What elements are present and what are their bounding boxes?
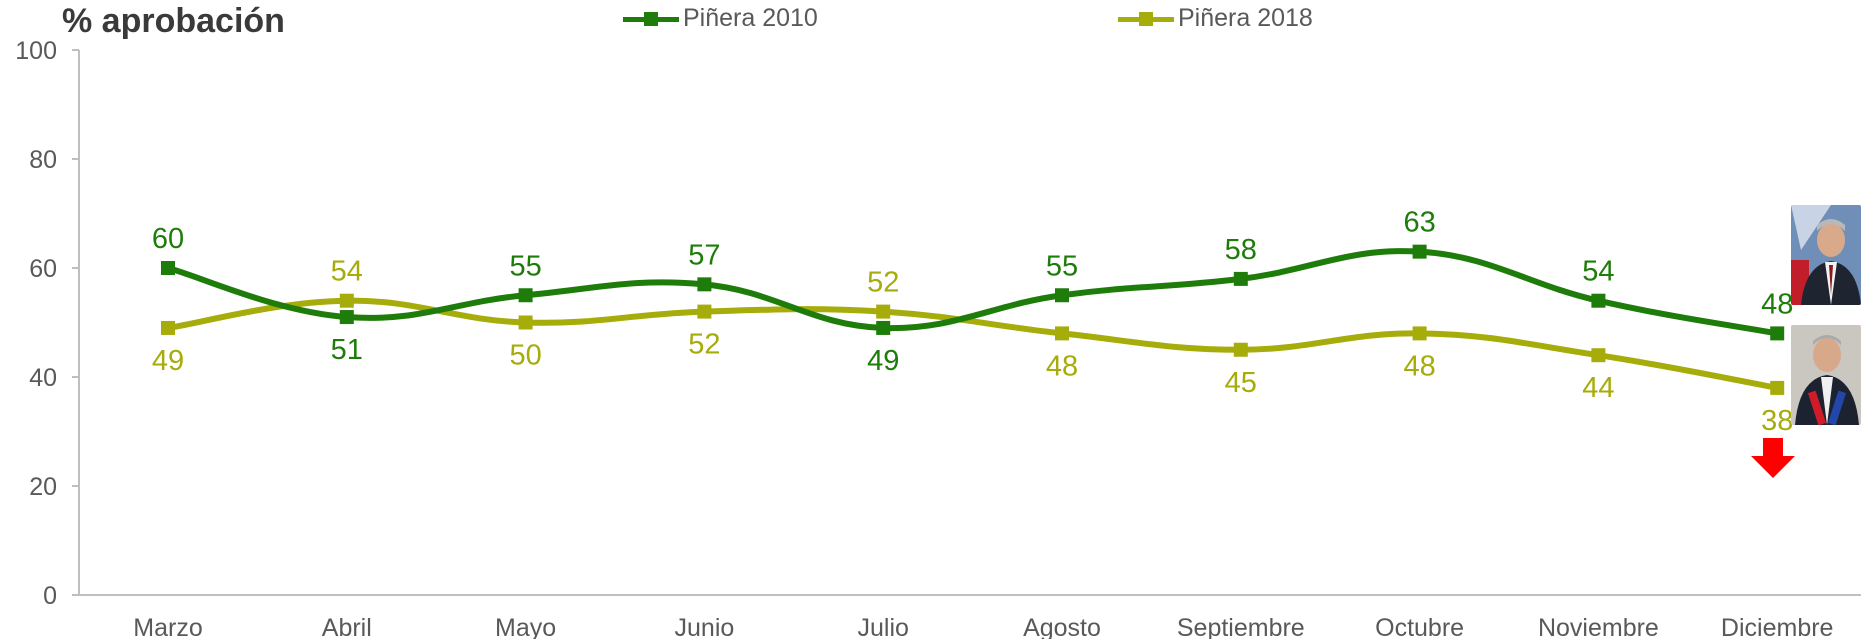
x-tick-label: Mayo bbox=[495, 614, 556, 639]
x-tick-label: Abril bbox=[322, 614, 372, 639]
marker-2010-5 bbox=[1055, 288, 1069, 303]
data-label-2010-4: 49 bbox=[867, 345, 899, 377]
x-tick-label: Marzo bbox=[133, 614, 202, 639]
data-labels: 60 51 55 57 49 55 58 63 54 48 49 54 50 52 52 48 45 48 44 38 bbox=[152, 207, 1793, 437]
data-label-2010-8: 54 bbox=[1582, 256, 1614, 288]
legend-item-2018: Piñera 2018 bbox=[1118, 4, 1313, 33]
x-tick-label: Agosto bbox=[1023, 614, 1101, 639]
data-label-2018-0: 49 bbox=[152, 345, 184, 377]
series-lines bbox=[165, 248, 1781, 391]
data-label-2010-1: 51 bbox=[331, 334, 363, 366]
marker-2010-7 bbox=[1412, 244, 1427, 259]
data-label-2010-3: 57 bbox=[688, 239, 720, 271]
x-tick-label: Septiembre bbox=[1177, 614, 1305, 639]
data-label-2010-5: 55 bbox=[1046, 250, 1078, 282]
marker-2018-8 bbox=[1591, 348, 1606, 363]
data-label-2010-7: 63 bbox=[1403, 207, 1435, 239]
marker-2018-6 bbox=[1233, 342, 1248, 357]
series-markers bbox=[161, 244, 1785, 395]
y-tick-label: 0 bbox=[43, 582, 57, 610]
portrait-2010 bbox=[1791, 205, 1861, 305]
data-label-2018-4: 52 bbox=[867, 267, 899, 299]
series-line-2010 bbox=[165, 248, 1781, 337]
y-tick-label: 20 bbox=[29, 473, 57, 501]
data-label-2018-3: 52 bbox=[688, 329, 720, 361]
legend-swatch-2010 bbox=[623, 9, 679, 29]
y-tick-label: 100 bbox=[15, 37, 57, 65]
data-label-2010-9: 48 bbox=[1761, 288, 1793, 320]
marker-2010-9 bbox=[1770, 326, 1785, 341]
legend-label-2018: Piñera 2018 bbox=[1178, 4, 1313, 32]
legend-swatch-2018 bbox=[1118, 9, 1174, 29]
x-tick-label: Diciembre bbox=[1721, 614, 1834, 639]
marker-2010-4 bbox=[876, 320, 891, 335]
data-label-2018-6: 45 bbox=[1225, 367, 1257, 399]
legend-item-2010: Piñera 2010 bbox=[623, 4, 818, 33]
marker-2018-0 bbox=[161, 320, 175, 335]
y-tick-label: 80 bbox=[29, 146, 57, 174]
legend-label-2010: Piñera 2010 bbox=[683, 4, 818, 32]
marker-2010-2 bbox=[518, 288, 533, 303]
data-label-2018-7: 48 bbox=[1403, 350, 1435, 382]
marker-2010-0 bbox=[161, 261, 175, 275]
marker-2010-3 bbox=[697, 277, 712, 292]
data-label-2018-5: 48 bbox=[1046, 350, 1078, 382]
data-label-2018-1: 54 bbox=[331, 256, 363, 288]
x-tick-label: Noviembre bbox=[1538, 614, 1659, 639]
y-tick-label: 40 bbox=[29, 364, 57, 392]
x-tick-labels: Marzo Abril Mayo Junio Julio Agosto Septiembre… bbox=[133, 614, 1833, 639]
marker-2010-6 bbox=[1233, 271, 1248, 286]
y-axis-title: % aprobación bbox=[62, 2, 285, 40]
data-label-2018-8: 44 bbox=[1582, 372, 1614, 404]
data-label-2018-2: 50 bbox=[509, 340, 541, 372]
data-label-2018-9: 38 bbox=[1761, 405, 1793, 437]
marker-2018-1 bbox=[339, 293, 354, 308]
x-tick-label: Junio bbox=[675, 614, 735, 639]
marker-2018-5 bbox=[1055, 326, 1069, 341]
y-tick-label: 60 bbox=[29, 255, 57, 283]
x-tick-label: Octubre bbox=[1375, 614, 1464, 639]
marker-2010-8 bbox=[1591, 293, 1606, 308]
down-arrow-icon bbox=[1751, 438, 1795, 478]
marker-2018-4 bbox=[876, 304, 891, 319]
axes bbox=[72, 49, 1861, 596]
data-label-2010-2: 55 bbox=[509, 250, 541, 282]
x-tick-label: Julio bbox=[857, 614, 908, 639]
marker-2018-7 bbox=[1412, 326, 1427, 341]
data-label-2010-6: 58 bbox=[1225, 234, 1257, 266]
marker-2010-1 bbox=[339, 310, 354, 325]
marker-2018-9 bbox=[1770, 380, 1785, 395]
marker-2018-3 bbox=[697, 304, 712, 319]
portrait-2018 bbox=[1791, 325, 1861, 425]
marker-2018-2 bbox=[518, 315, 533, 330]
y-tick-labels: 0 20 40 60 80 100 bbox=[15, 37, 57, 610]
data-label-2010-0: 60 bbox=[152, 223, 184, 255]
